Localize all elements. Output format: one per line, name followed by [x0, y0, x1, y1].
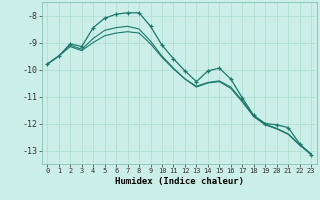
X-axis label: Humidex (Indice chaleur): Humidex (Indice chaleur) [115, 177, 244, 186]
